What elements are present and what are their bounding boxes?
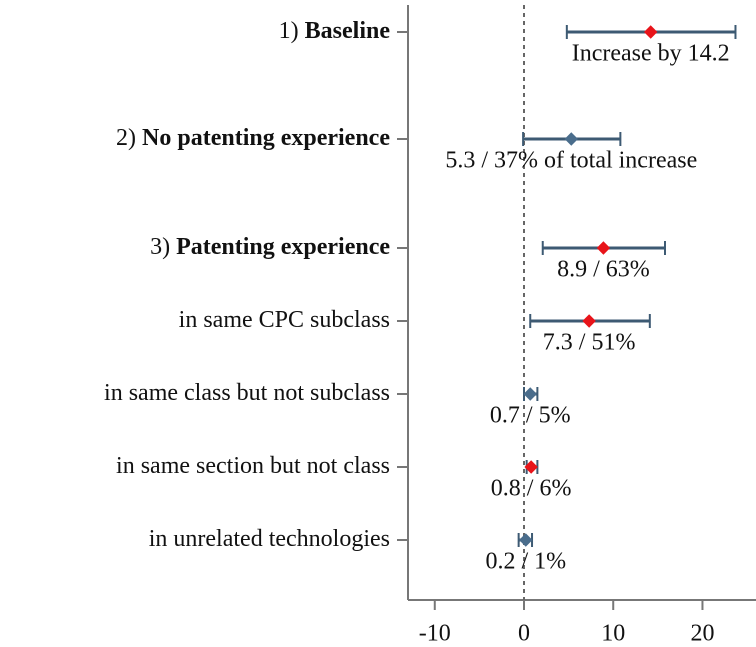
value-label: 0.8 / 6% <box>491 476 572 502</box>
category-label: in same class but not subclass <box>104 380 390 406</box>
y-tick-label: in same section but not class <box>116 453 390 479</box>
x-tick-label: 20 <box>690 621 714 647</box>
category-label: No patenting experience <box>142 125 390 151</box>
value-label: 5.3 / 37% of total increase <box>445 148 697 174</box>
category-label: Baseline <box>305 18 391 44</box>
x-tick-label: 10 <box>601 621 625 647</box>
category-label: in same CPC subclass <box>179 307 390 333</box>
value-label: Increase by 14.2 <box>572 41 730 67</box>
category-label: in same section but not class <box>116 453 390 479</box>
category-label: in unrelated technologies <box>149 526 390 552</box>
value-label: 0.7 / 5% <box>490 403 571 429</box>
category-prefix: 2) <box>116 125 136 151</box>
x-tick-label: -10 <box>419 621 451 647</box>
point <box>524 460 538 474</box>
point <box>519 533 533 547</box>
y-tick-label: in same class but not subclass <box>104 380 390 406</box>
value-label: 0.2 / 1% <box>485 549 566 575</box>
x-tick-label: 0 <box>518 621 530 647</box>
y-tick-label: in unrelated technologies <box>149 526 390 552</box>
y-tick-label: 2) No patenting experience <box>116 125 390 151</box>
value-label: 7.3 / 51% <box>543 330 636 356</box>
category-label: Patenting experience <box>176 234 390 260</box>
point <box>582 314 596 328</box>
category-prefix: 1) <box>279 18 299 44</box>
point <box>596 241 611 255</box>
point <box>564 132 578 146</box>
point <box>523 387 537 401</box>
y-tick-label: 3) Patenting experience <box>150 234 390 260</box>
y-tick-label: in same CPC subclass <box>179 307 390 333</box>
y-tick-label: 1) Baseline <box>279 18 391 44</box>
value-label: 8.9 / 63% <box>557 257 650 283</box>
category-prefix: 3) <box>150 234 170 260</box>
point <box>644 25 658 39</box>
